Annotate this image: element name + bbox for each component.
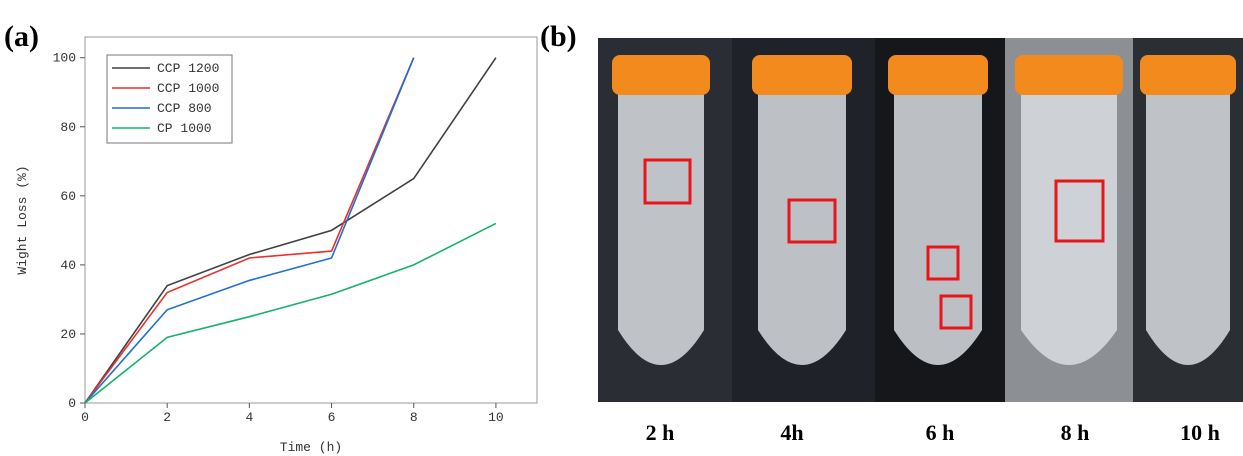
x-tick-label: 10 xyxy=(488,410,504,425)
tube xyxy=(1021,90,1117,365)
x-tick-label: 8 xyxy=(410,410,418,425)
y-tick-label: 0 xyxy=(68,396,76,411)
x-tick-label: 6 xyxy=(328,410,336,425)
plot-frame xyxy=(84,36,538,404)
y-tick-label: 60 xyxy=(60,189,76,204)
legend-label: CCP 800 xyxy=(157,101,212,116)
photo-caption: 4h xyxy=(780,420,803,445)
y-axis-label: Wight Loss (%) xyxy=(15,165,30,274)
tube xyxy=(894,90,982,365)
tube xyxy=(758,90,846,365)
highlight-box xyxy=(926,245,960,281)
panel-label: (b) xyxy=(540,20,577,53)
y-tick-label: 80 xyxy=(60,120,76,135)
highlight-box xyxy=(1054,179,1105,243)
legend-label: CCP 1200 xyxy=(157,61,219,76)
y-tick-label: 40 xyxy=(60,258,76,273)
tube-cap xyxy=(752,55,852,95)
x-tick-label: 4 xyxy=(245,410,253,425)
x-tick-label: 0 xyxy=(81,410,89,425)
series-line xyxy=(84,222,497,404)
photo-caption: 10 h xyxy=(1180,420,1220,445)
series-line xyxy=(84,57,497,404)
photo-caption: 6 h xyxy=(926,420,955,445)
tube-cap xyxy=(888,55,988,95)
highlight-box xyxy=(643,158,692,205)
tube-cap xyxy=(1015,55,1123,95)
x-tick-label: 2 xyxy=(163,410,171,425)
legend-label: CP 1000 xyxy=(157,121,212,136)
y-tick-label: 20 xyxy=(60,327,76,342)
highlight-box xyxy=(787,198,837,244)
tube-cap xyxy=(1140,55,1236,95)
panel-label: (a) xyxy=(4,20,39,53)
x-axis-label: Time (h) xyxy=(280,440,342,455)
series-line xyxy=(84,57,415,404)
photo-panel xyxy=(598,38,1243,402)
highlight-box xyxy=(939,294,973,330)
photo-caption: 8 h xyxy=(1061,420,1090,445)
y-tick-label: 100 xyxy=(53,51,76,66)
tube xyxy=(1146,90,1230,365)
tube xyxy=(618,90,704,365)
tube-cap xyxy=(612,55,710,95)
series-line xyxy=(84,57,415,404)
legend-label: CCP 1000 xyxy=(157,81,219,96)
photo-caption: 2 h xyxy=(646,420,675,445)
